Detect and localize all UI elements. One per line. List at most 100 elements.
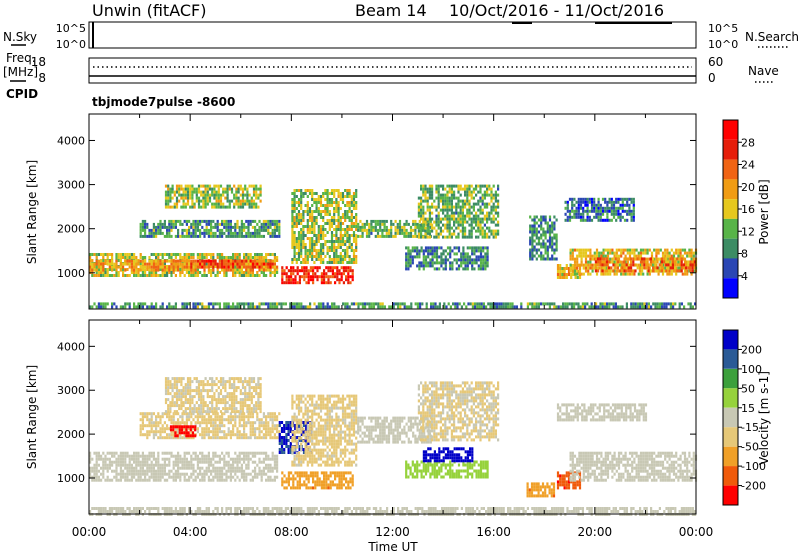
heatmap-cell	[482, 264, 484, 267]
heatmap-cell	[212, 226, 214, 229]
heatmap-cell	[456, 267, 458, 270]
heatmap-cell	[440, 200, 442, 203]
heatmap-cell	[184, 263, 186, 266]
heatmap-cell	[311, 252, 313, 255]
heatmap-cell	[166, 232, 168, 235]
heatmap-cell	[349, 258, 351, 261]
heatmap-cell	[333, 222, 335, 225]
heatmap-cell	[135, 458, 137, 461]
heatmap-cell	[471, 261, 473, 264]
heatmap-cell	[311, 198, 313, 201]
heatmap-cell	[211, 203, 213, 206]
heatmap-cell	[269, 226, 271, 229]
heatmap-cell	[291, 219, 293, 222]
heatmap-cell	[230, 467, 232, 470]
heatmap-cell	[201, 476, 203, 479]
heatmap-cell	[153, 305, 155, 308]
heatmap-cell	[311, 195, 313, 198]
heatmap-cell	[576, 258, 578, 261]
heatmap-cell	[217, 256, 219, 259]
heatmap-cell	[464, 215, 466, 218]
heatmap-cell	[620, 216, 622, 219]
heatmap-cell	[151, 274, 153, 277]
heatmap-cell	[666, 273, 668, 276]
heatmap-cell	[221, 260, 223, 263]
heatmap-cell	[509, 302, 511, 305]
heatmap-cell	[345, 269, 347, 272]
heatmap-cell	[190, 476, 192, 479]
heatmap-cell	[174, 191, 176, 194]
heatmap-cell	[366, 302, 368, 305]
heatmap-cell	[346, 305, 348, 308]
heatmap-cell	[429, 230, 431, 233]
heatmap-cell	[254, 232, 256, 235]
heatmap-cell	[440, 218, 442, 221]
heatmap-cell	[340, 225, 342, 228]
heatmap-cell	[329, 210, 331, 213]
heatmap-cell	[203, 220, 205, 223]
heatmap-cell	[151, 473, 153, 476]
heatmap-cell	[691, 255, 693, 258]
heatmap-cell	[540, 228, 542, 231]
heatmap-cell	[622, 252, 624, 255]
heatmap-cell	[195, 470, 197, 473]
heatmap-cell	[222, 203, 224, 206]
heatmap-cell	[407, 252, 409, 255]
heatmap-cell	[240, 203, 242, 206]
heatmap-cell	[416, 249, 418, 252]
y-tick-label: 1000	[57, 267, 85, 280]
heatmap-cell	[689, 269, 691, 272]
heatmap-cell	[473, 215, 475, 218]
heatmap-cell	[93, 269, 95, 272]
heatmap-cell	[151, 470, 153, 473]
heatmap-cell	[353, 192, 355, 195]
heatmap-cell	[93, 263, 95, 266]
heatmap-cell	[228, 220, 230, 223]
heatmap-cell	[340, 246, 342, 249]
heatmap-cell	[335, 252, 337, 255]
heatmap-cell	[639, 305, 641, 308]
heatmap-cell	[126, 263, 128, 266]
heatmap-cell	[261, 479, 263, 482]
heatmap-cell	[243, 274, 245, 277]
heatmap-cell	[433, 221, 435, 224]
heatmap-cell	[166, 415, 168, 418]
heatmap-cell	[173, 223, 175, 226]
heatmap-cell	[219, 232, 221, 235]
heatmap-cell	[159, 220, 161, 223]
heatmap-cell	[208, 266, 210, 269]
heatmap-cell	[379, 305, 381, 308]
heatmap-cell	[167, 197, 169, 200]
heatmap-cell	[462, 258, 464, 261]
heatmap-cell	[290, 275, 292, 278]
heatmap-cell	[436, 252, 438, 255]
heatmap-cell	[213, 206, 215, 209]
heatmap-cell	[342, 255, 344, 258]
heatmap-cell	[129, 479, 131, 482]
heatmap-cell	[598, 219, 600, 222]
heatmap-cell	[153, 467, 155, 470]
power-colorbar-label: Power [dB]	[757, 179, 771, 244]
heatmap-cell	[222, 194, 224, 197]
heatmap-cell	[333, 219, 335, 222]
heatmap-cell	[322, 249, 324, 252]
heatmap-cell	[424, 236, 426, 239]
heatmap-cell	[107, 470, 109, 473]
heatmap-cell	[316, 210, 318, 213]
heatmap-cell	[91, 458, 93, 461]
heatmap-cell	[155, 229, 157, 232]
heatmap-cell	[100, 260, 102, 263]
heatmap-cell	[355, 243, 357, 246]
heatmap-cell	[140, 229, 142, 232]
heatmap-cell	[587, 261, 589, 264]
heatmap-cell	[104, 479, 106, 482]
heatmap-cell	[664, 252, 666, 255]
heatmap-cell	[553, 305, 555, 308]
heatmap-cell	[410, 235, 412, 238]
heatmap-cell	[124, 458, 126, 461]
heatmap-cell	[190, 467, 192, 470]
heatmap-cell	[333, 234, 335, 237]
heatmap-cell	[183, 200, 185, 203]
heatmap-cell	[185, 197, 187, 200]
heatmap-cell	[406, 305, 408, 308]
